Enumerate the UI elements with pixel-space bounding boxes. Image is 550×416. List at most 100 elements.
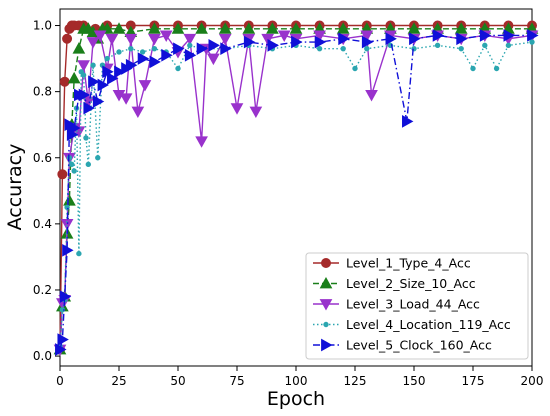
data-point (71, 168, 77, 174)
data-point (470, 65, 476, 72)
data-point (148, 22, 161, 34)
legend-item: Level_5_Clock_160_Acc (313, 338, 492, 353)
data-point (385, 32, 397, 46)
data-point (59, 76, 70, 87)
data-point (195, 136, 208, 148)
data-point (196, 42, 209, 56)
data-point (207, 53, 220, 66)
legend-label: Level_1_Type_4_Acc (346, 256, 471, 271)
data-point (360, 30, 374, 42)
data-point (59, 290, 72, 303)
legend-marker (323, 321, 329, 328)
data-point (175, 65, 181, 72)
legend-marker (321, 338, 333, 352)
data-point (107, 72, 119, 85)
data-point (105, 33, 119, 46)
data-point (352, 65, 358, 72)
x-tick-label: 0 (56, 374, 64, 388)
data-point (336, 22, 350, 34)
data-point (138, 80, 152, 92)
data-point (131, 106, 145, 119)
x-axis-ticks: 0 25 50 75 100 125 150 175 200 (56, 366, 543, 388)
data-point (57, 333, 69, 346)
y-axis-label: Accuracy (4, 144, 26, 231)
data-point (407, 22, 421, 34)
data-point (365, 90, 378, 102)
legend-item: Level_2_Size_10_Acc (313, 276, 476, 291)
data-point (60, 218, 74, 231)
data-point (184, 48, 197, 62)
data-point (148, 33, 161, 46)
data-point (208, 39, 220, 52)
data-point (83, 101, 95, 115)
legend-marker (321, 258, 331, 268)
data-point (220, 42, 232, 56)
legend-label: Level_4_Location_119_Acc (346, 317, 511, 332)
data-point (124, 33, 138, 46)
legend-item: Level_3_Load_44_Acc (313, 297, 480, 312)
data-point (67, 71, 81, 84)
x-tick-label: 175 (462, 374, 485, 388)
data-point (183, 33, 197, 46)
data-point (402, 115, 414, 128)
data-point (218, 33, 232, 46)
data-point (364, 45, 370, 52)
series-layer (53, 20, 539, 357)
data-point (479, 29, 492, 42)
data-point (187, 42, 193, 49)
data-point (69, 121, 81, 135)
legend-marker (319, 276, 333, 289)
data-point (64, 204, 70, 211)
data-point (529, 39, 535, 45)
data-point (159, 30, 173, 42)
data-point (173, 42, 185, 56)
data-point (85, 161, 92, 168)
x-tick-label: 100 (285, 374, 308, 388)
data-point (97, 78, 110, 92)
data-point (72, 42, 86, 54)
series-level-5-clock-160-acc (55, 29, 539, 356)
data-point (493, 65, 500, 72)
data-point (139, 49, 146, 55)
y-axis-ticks: 0.0 0.2 0.4 0.6 0.8 1.0 (33, 19, 60, 363)
data-point (456, 32, 468, 46)
data-point (137, 52, 150, 65)
data-point (195, 22, 208, 34)
data-point (149, 55, 161, 69)
data-point (291, 35, 303, 49)
data-point (314, 35, 327, 49)
data-point (409, 32, 421, 46)
data-point (93, 30, 107, 42)
data-point (482, 42, 488, 49)
data-point (340, 45, 346, 52)
data-point (267, 39, 279, 52)
data-point (289, 22, 303, 34)
data-point (434, 42, 441, 49)
data-point (316, 45, 323, 52)
y-tick-label: 0.6 (33, 151, 52, 165)
legend-item: Level_1_Type_4_Acc (313, 256, 471, 271)
data-point (125, 58, 138, 72)
data-point (171, 22, 185, 34)
data-point (86, 37, 100, 49)
data-point (432, 29, 445, 42)
x-tick-label: 25 (111, 374, 126, 388)
data-point (69, 161, 75, 168)
x-axis-label: Epoch (267, 388, 325, 410)
data-point (338, 32, 350, 46)
data-point (277, 30, 291, 42)
legend-label: Level_3_Load_44_Acc (346, 297, 480, 312)
data-point (128, 45, 134, 52)
data-point (361, 35, 374, 49)
data-point (313, 30, 326, 42)
x-tick-label: 150 (403, 374, 426, 388)
legend-marker (319, 299, 333, 311)
legend: Level_1_Type_4_Acc Level_2_Size_10_Acc Lev… (305, 252, 529, 360)
y-tick-label: 0.2 (33, 283, 52, 297)
data-point (249, 106, 263, 119)
data-point (161, 48, 173, 62)
data-point (77, 60, 90, 72)
legend-frame (305, 252, 529, 360)
y-tick-label: 1.0 (33, 19, 52, 33)
